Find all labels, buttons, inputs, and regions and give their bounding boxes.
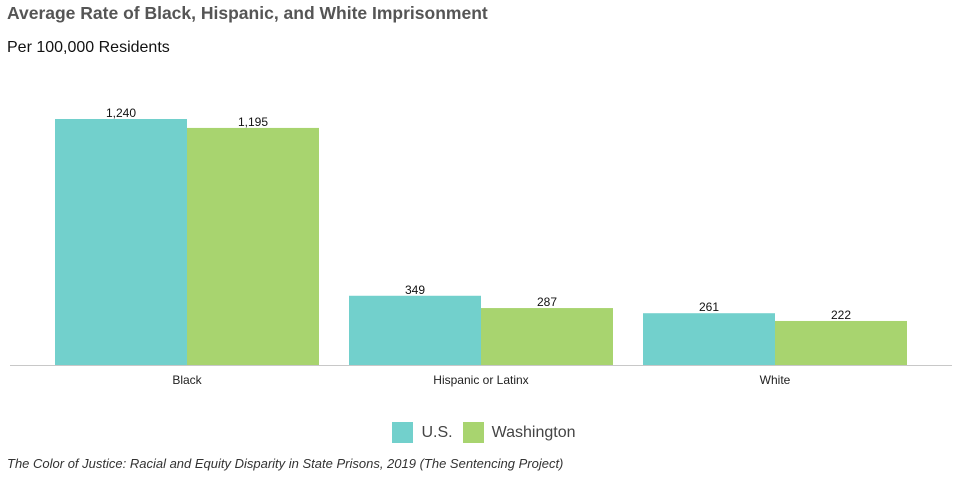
- source-note: The Color of Justice: Racial and Equity …: [7, 456, 563, 471]
- bar-hispanic-or-latinx-u-s[interactable]: [349, 296, 481, 365]
- data-label-hispanic-or-latinx-washington: 287: [537, 295, 557, 309]
- data-label-hispanic-or-latinx-u-s: 349: [405, 283, 425, 297]
- legend-label-us: U.S.: [421, 424, 452, 442]
- bar-white-u-s[interactable]: [643, 313, 775, 365]
- legend-swatch-washington: [463, 422, 484, 443]
- legend-item-washington[interactable]: Washington: [463, 422, 576, 443]
- x-tick-label-white: White: [760, 373, 791, 387]
- data-label-white-u-s: 261: [699, 300, 719, 314]
- legend-swatch-us: [392, 422, 413, 443]
- x-tick-label-hispanic-or-latinx: Hispanic or Latinx: [433, 373, 528, 387]
- bar-white-washington[interactable]: [775, 321, 907, 365]
- x-tick-label-black: Black: [172, 373, 202, 387]
- legend-item-us[interactable]: U.S.: [392, 422, 452, 443]
- bar-black-washington[interactable]: [187, 128, 319, 365]
- legend-label-washington: Washington: [492, 424, 576, 442]
- data-label-black-washington: 1,195: [238, 115, 268, 129]
- legend: U.S. Washington: [0, 422, 960, 443]
- bar-hispanic-or-latinx-washington[interactable]: [481, 308, 613, 365]
- data-label-white-washington: 222: [831, 308, 851, 322]
- data-label-black-u-s: 1,240: [106, 106, 136, 120]
- bar-black-u-s[interactable]: [55, 119, 187, 365]
